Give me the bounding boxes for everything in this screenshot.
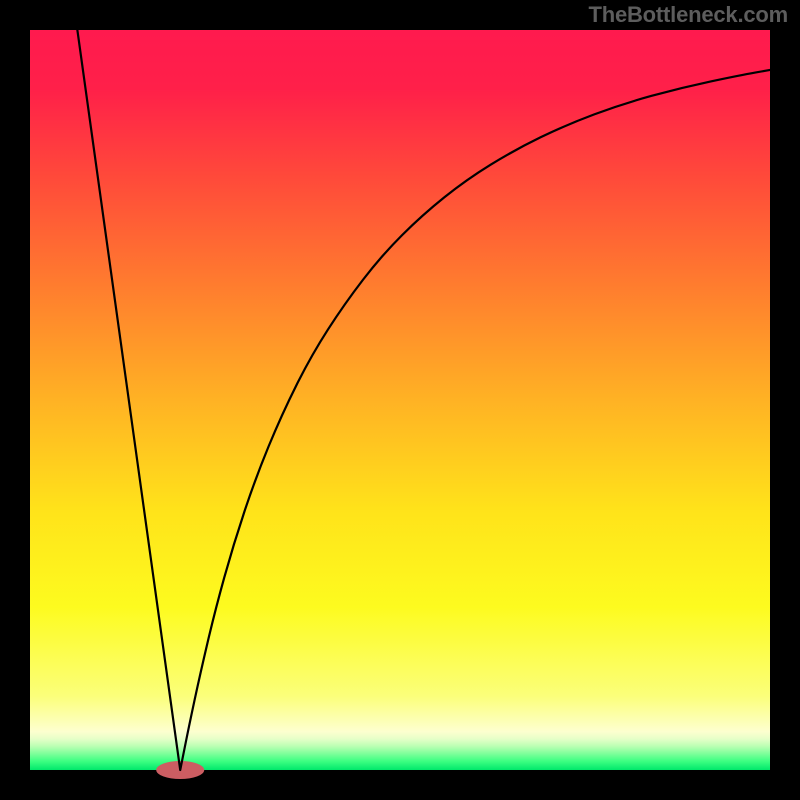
watermark-text: TheBottleneck.com (588, 2, 788, 28)
chart-container: TheBottleneck.com (0, 0, 800, 800)
bottleneck-chart (0, 0, 800, 800)
plot-background (30, 30, 770, 770)
